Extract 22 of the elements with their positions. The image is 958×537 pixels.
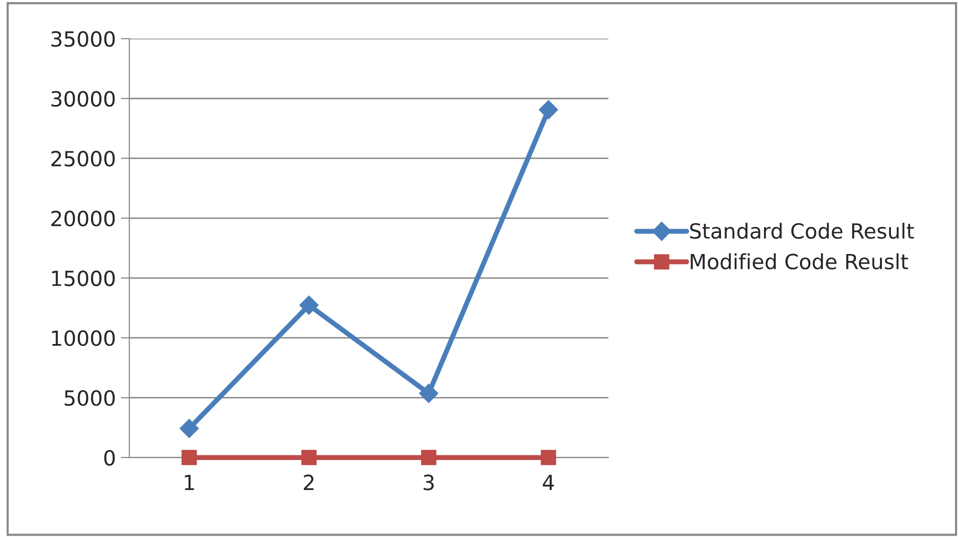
y-tick-label: 30000	[51, 90, 115, 107]
point	[299, 296, 318, 315]
x-tick-label: 3	[424, 474, 434, 490]
point	[538, 100, 558, 120]
point	[301, 450, 317, 466]
legend-label: Standard Code Result	[690, 222, 914, 239]
y-tick-label: 25000	[51, 150, 115, 167]
point	[421, 450, 436, 466]
point	[540, 450, 556, 466]
point	[182, 450, 197, 466]
legend-label: Modified Code Reuslt	[690, 253, 908, 270]
point	[419, 384, 438, 403]
x-tick-label: 4	[542, 474, 554, 490]
y-tick-label: 5000	[64, 390, 115, 406]
y-tick-label: 35000	[51, 31, 115, 47]
y-tick-label: 20000	[51, 210, 115, 226]
y-tick-label: 0	[104, 450, 115, 466]
y-tick-label: 15000	[52, 270, 115, 286]
x-tick-label: 2	[304, 474, 314, 490]
x-tick-label: 1	[184, 474, 194, 490]
y-tick-label: 10000	[52, 330, 115, 346]
point	[180, 418, 199, 438]
